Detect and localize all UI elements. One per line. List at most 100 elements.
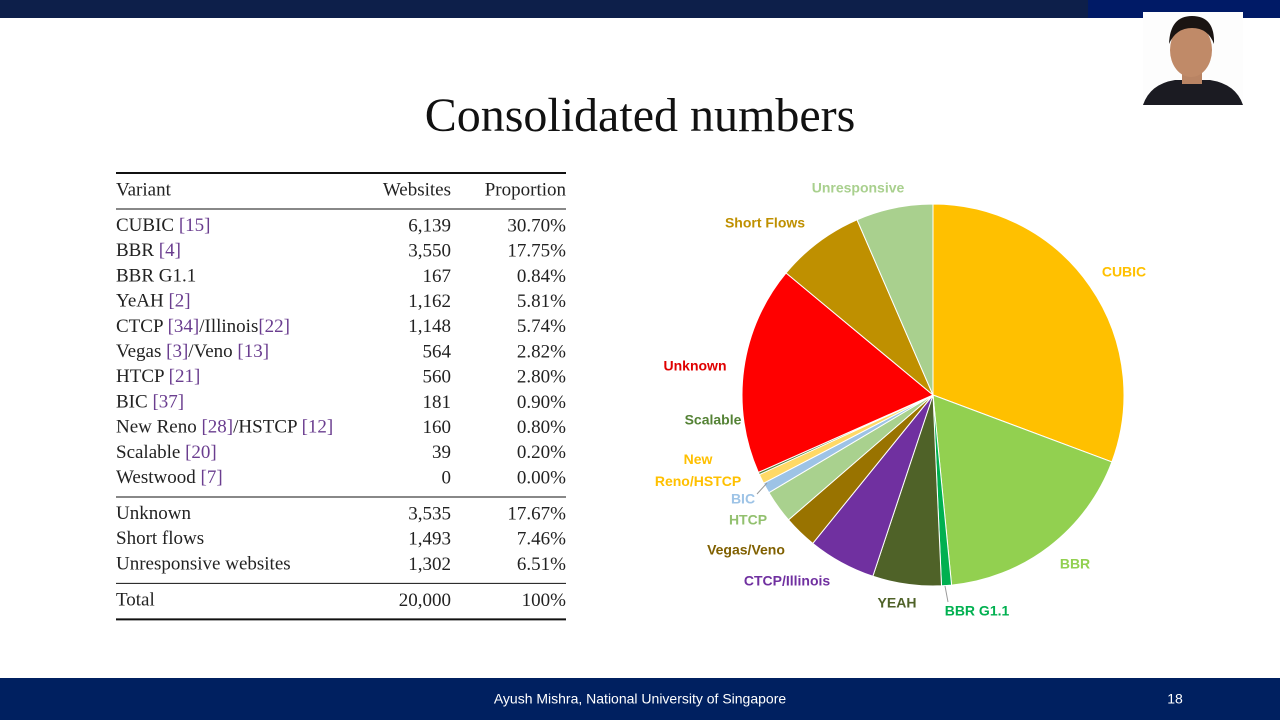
variant-cell: Short flows	[116, 529, 204, 550]
footer-text: Ayush Mishra, National University of Sin…	[494, 691, 787, 707]
variant-cell: New Reno [28]/HSTCP [12]	[116, 417, 333, 438]
table: Variant Websites Proportion CUBIC [15] 6,139…	[116, 172, 567, 621]
pie-slice	[856, 203, 934, 396]
variant-name: New Reno	[116, 417, 201, 438]
slice-label: BBR G1.1	[945, 603, 1010, 619]
slice-label: YEAH	[878, 595, 917, 611]
citation: [4]	[159, 241, 181, 262]
variant-name: BBR G1.1	[116, 266, 196, 287]
pie-slice	[741, 272, 934, 474]
proportion-cell: 0.90%	[517, 392, 566, 413]
page-number: 18	[1167, 691, 1183, 707]
proportion-cell: 17.67%	[507, 503, 566, 524]
slice-label: CUBIC	[1102, 264, 1146, 280]
websites-cell: 181	[423, 392, 452, 413]
citation: [2]	[168, 291, 190, 312]
citation: [34]	[168, 316, 200, 337]
slide-title: Consolidated numbers	[425, 89, 856, 142]
websites-cell: 39	[432, 442, 451, 463]
variant-name: Westwood	[116, 467, 201, 488]
websites-cell: 160	[423, 417, 452, 438]
label-line: New	[684, 451, 713, 467]
proportion-cell: 100%	[522, 590, 567, 611]
variant-cell: BBR [4]	[116, 241, 181, 262]
variant-name: HTCP	[116, 367, 169, 388]
label-line: Reno/HSTCP	[655, 473, 741, 489]
variant-name: Scalable	[116, 442, 185, 463]
websites-cell: 6,139	[408, 215, 451, 236]
slice-label: CTCP/Illinois	[744, 573, 831, 589]
slice-label: BIC	[731, 491, 755, 507]
variant-name: /Veno	[188, 341, 237, 362]
websites-cell: 167	[423, 266, 452, 287]
variant-name: Vegas	[116, 341, 166, 362]
slice-label: Unknown	[664, 358, 727, 374]
footer-bar	[0, 678, 1280, 720]
citation: [3]	[166, 341, 188, 362]
variant-name: BIC	[116, 392, 152, 413]
citation: [13]	[237, 341, 269, 362]
websites-cell: 1,148	[408, 316, 451, 337]
slice-label: BBR	[1060, 556, 1090, 572]
variant-cell: BIC [37]	[116, 392, 184, 413]
slice-label: Unresponsive	[812, 180, 905, 196]
variant-name: Unresponsive websites	[116, 554, 291, 575]
slice-label: Scalable	[685, 412, 742, 428]
proportion-cell: 0.20%	[517, 442, 566, 463]
websites-cell: 564	[423, 341, 452, 362]
websites-cell: 0	[442, 467, 452, 488]
websites-cell: 1,493	[408, 529, 451, 550]
pie-chart: CUBIC BBR BBR G1.1 YEAH CTCP/Illinois Vegas/V…	[655, 180, 1146, 619]
citation: [28]	[201, 417, 233, 438]
citation: [21]	[169, 367, 201, 388]
leader-line	[756, 482, 768, 495]
variant-cell: HTCP [21]	[116, 367, 200, 388]
proportion-cell: 5.81%	[517, 291, 566, 312]
variant-name: Total	[116, 590, 155, 611]
variant-name: BBR	[116, 241, 159, 262]
proportion-cell: 2.80%	[517, 367, 566, 388]
proportion-cell: 5.74%	[517, 316, 566, 337]
citation: [22]	[258, 316, 290, 337]
variant-cell: Unresponsive websites	[116, 554, 291, 575]
variant-cell: Vegas [3]/Veno [13]	[116, 341, 269, 362]
citation: [20]	[185, 442, 217, 463]
websites-cell: 1,162	[408, 291, 451, 312]
proportion-cell: 0.00%	[517, 467, 566, 488]
websites-cell: 3,550	[408, 241, 451, 262]
citation: [15]	[179, 215, 211, 236]
variant-name: /HSTCP	[233, 417, 301, 438]
citation: [7]	[201, 467, 223, 488]
proportion-cell: 0.84%	[517, 266, 566, 287]
websites-cell: 3,535	[408, 503, 451, 524]
websites-cell: 20,000	[399, 590, 451, 611]
table-header: Proportion	[485, 179, 567, 200]
table-header: Websites	[383, 179, 451, 200]
proportion-cell: 30.70%	[507, 215, 566, 236]
proportion-cell: 6.51%	[517, 554, 566, 575]
variant-name: /Illinois	[199, 316, 258, 337]
variant-cell: YeAH [2]	[116, 291, 191, 312]
proportion-cell: 17.75%	[507, 241, 566, 262]
table-header: Variant	[116, 179, 172, 200]
variant-cell: BBR G1.1	[116, 266, 196, 287]
slice-label: HTCP	[729, 512, 767, 528]
pie-slice	[932, 203, 1125, 463]
proportion-cell: 0.80%	[517, 417, 566, 438]
proportion-cell: 2.82%	[517, 341, 566, 362]
variant-name: Short flows	[116, 529, 204, 550]
variant-name: CUBIC	[116, 215, 179, 236]
top-bar	[0, 0, 1280, 18]
slice-label: New Reno/HSTCP	[655, 451, 741, 489]
variant-cell: Westwood [7]	[116, 467, 223, 488]
variant-cell: Total	[116, 590, 155, 611]
leader-line	[944, 585, 949, 603]
webcam	[1143, 12, 1243, 105]
variant-cell: CUBIC [15]	[116, 215, 210, 236]
slice-label: Short Flows	[725, 215, 805, 231]
variant-cell: CTCP [34]/Illinois[22]	[116, 316, 290, 337]
variant-name: YeAH	[116, 291, 168, 312]
variant-cell: Scalable [20]	[116, 442, 217, 463]
citation: [12]	[302, 417, 334, 438]
